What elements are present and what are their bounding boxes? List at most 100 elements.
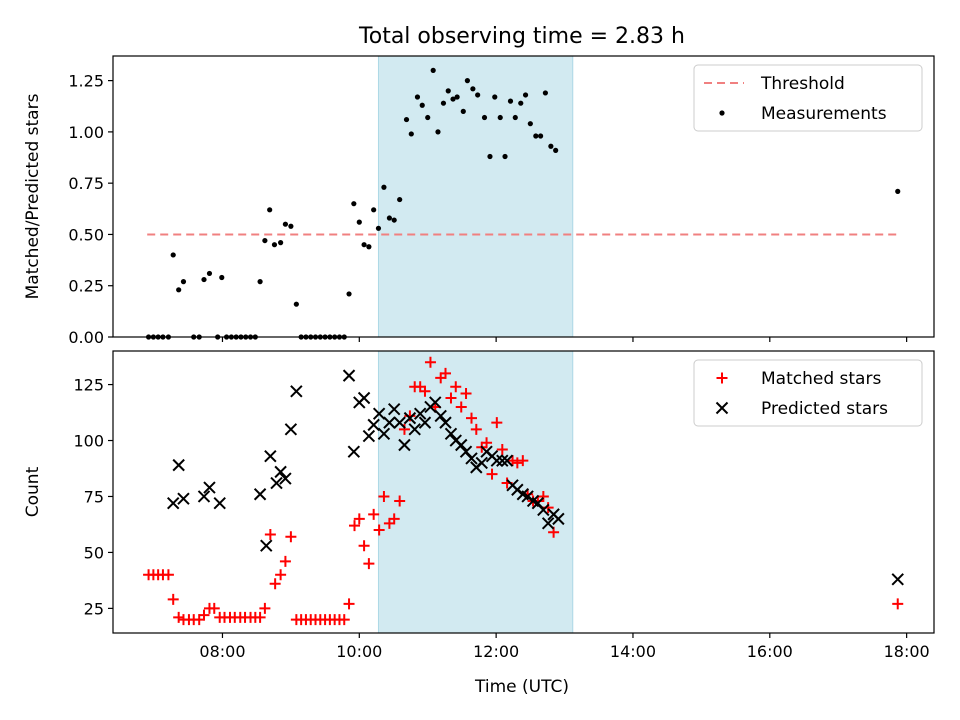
data-point	[548, 143, 554, 149]
y-tick-label: 1.00	[68, 123, 104, 142]
y-tick-label: 0.25	[68, 277, 104, 296]
series-measurements	[145, 67, 901, 340]
data-point	[347, 445, 361, 458]
data-point	[371, 207, 377, 213]
data-point	[366, 244, 372, 250]
y-tick-label: 0.50	[68, 225, 104, 244]
data-point	[481, 437, 493, 449]
data-point	[455, 438, 468, 452]
data-point	[349, 520, 361, 532]
data-point	[460, 108, 466, 114]
data-point	[475, 456, 488, 470]
data-point	[487, 153, 493, 160]
data-point	[490, 454, 504, 467]
data-point	[429, 396, 442, 409]
data-point	[502, 153, 508, 160]
data-point	[383, 416, 396, 429]
data-point	[533, 133, 539, 139]
data-point	[257, 279, 263, 285]
data-point	[464, 78, 470, 84]
data-point	[424, 356, 436, 368]
x-tick-label: 18:00	[884, 642, 930, 661]
data-point	[377, 427, 391, 441]
data-point	[373, 524, 385, 536]
bottom-legend: Matched stars Predicted stars	[693, 359, 923, 427]
data-point	[491, 417, 503, 429]
data-point	[368, 508, 380, 520]
x-tick-label: 14:00	[610, 642, 656, 661]
data-point	[353, 513, 365, 525]
data-point	[470, 86, 476, 92]
data-point	[264, 529, 276, 541]
data-point	[475, 92, 481, 98]
data-point	[397, 196, 403, 203]
data-point	[351, 201, 357, 207]
data-point	[275, 569, 287, 581]
data-point	[372, 407, 386, 420]
data-point	[404, 410, 416, 422]
data-point	[466, 412, 478, 424]
data-point	[425, 114, 431, 121]
data-point	[398, 438, 411, 452]
data-point	[527, 121, 533, 127]
data-point	[173, 611, 185, 623]
x-tick-label: 10:00	[336, 642, 382, 661]
data-point	[418, 416, 432, 429]
top-x-ticks	[221, 337, 908, 342]
y-tick-label: 50	[84, 543, 104, 562]
data-point	[290, 385, 303, 398]
bottom-axes-frame	[112, 350, 935, 634]
legend-box	[693, 64, 923, 132]
data-point	[206, 270, 213, 277]
data-point	[408, 131, 414, 137]
data-point	[343, 598, 355, 610]
data-point	[213, 496, 226, 510]
data-point	[219, 274, 225, 281]
legend-swatch	[716, 372, 728, 384]
data-point	[440, 100, 447, 106]
data-point	[507, 455, 519, 467]
data-point	[445, 392, 457, 404]
data-point	[180, 279, 187, 285]
data-point	[358, 540, 370, 552]
data-point	[430, 67, 436, 73]
data-point	[278, 240, 284, 246]
data-point	[512, 114, 518, 121]
data-point	[288, 223, 294, 229]
data-point	[394, 495, 406, 507]
data-point	[176, 287, 182, 293]
data-point	[391, 217, 397, 223]
data-point	[455, 401, 467, 413]
data-point	[492, 94, 498, 100]
data-point	[486, 468, 498, 480]
data-point	[537, 490, 549, 502]
bottom-panel: 25 50 75 100 125 08:00 10:00 12:00 14:00 16:00 18…	[23, 350, 935, 697]
y-tick-label: 0.00	[68, 328, 104, 347]
data-point	[346, 291, 352, 297]
x-tick-label: 16:00	[747, 642, 793, 661]
data-point	[450, 381, 462, 393]
data-point	[435, 129, 441, 135]
data-point	[444, 427, 458, 441]
data-point	[197, 490, 211, 503]
data-point	[522, 92, 529, 98]
bottom-y-axis-label: Count	[23, 466, 43, 517]
data-point	[367, 418, 380, 432]
data-point	[274, 465, 287, 479]
top-panel: 0.00 0.25 0.50 0.75 1.00 1.25 Matched/Predict…	[23, 55, 935, 347]
data-point	[282, 221, 289, 227]
data-point	[284, 423, 298, 436]
series-predicted-stars	[166, 369, 904, 586]
x-tick-label: 08:00	[199, 642, 245, 661]
data-point	[293, 301, 299, 307]
data-point	[541, 517, 555, 530]
bottom-highlight-band	[377, 350, 574, 634]
data-point	[198, 609, 210, 621]
data-point	[375, 225, 382, 231]
figure-title: Total observing time = 2.83 h	[358, 24, 685, 49]
top-y-ticks: 0.00 0.25 0.50 0.75 1.00 1.25	[68, 72, 113, 347]
bottom-y-ticks: 25 50 75 100 125	[73, 376, 113, 618]
data-point	[434, 409, 447, 423]
data-point	[518, 100, 524, 106]
